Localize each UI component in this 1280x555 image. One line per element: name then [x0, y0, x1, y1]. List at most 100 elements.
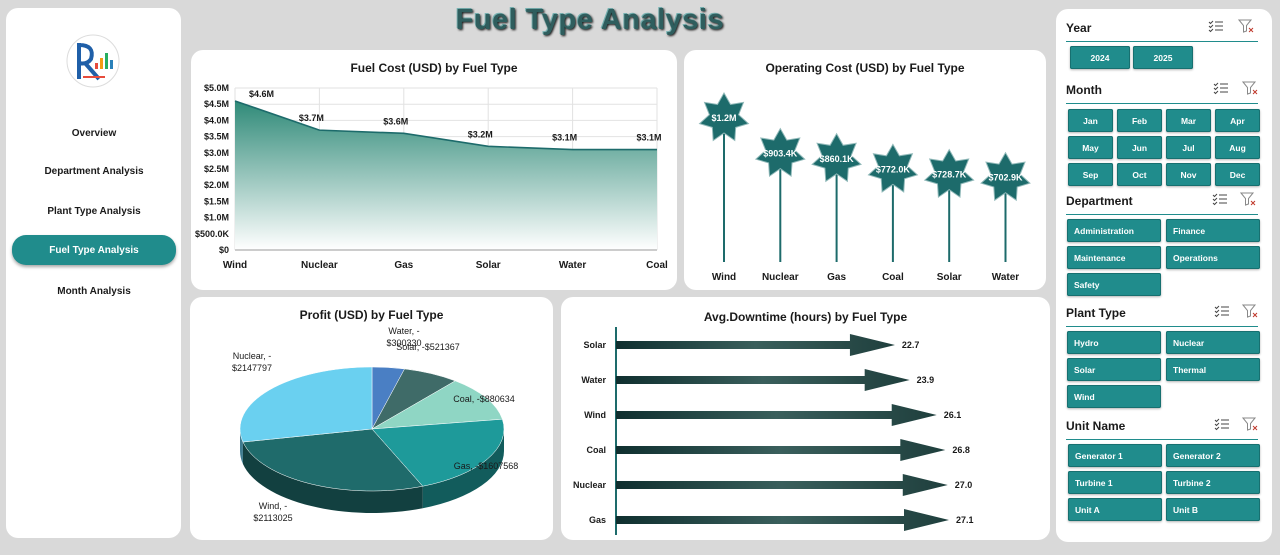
year-option[interactable]: 2025 — [1133, 46, 1193, 69]
slicer-plant-type-header: Plant Type — [1066, 304, 1266, 324]
month-option[interactable]: Nov — [1166, 163, 1211, 186]
area-line — [234, 100, 657, 151]
y-tick-label: Gas — [589, 515, 606, 525]
y-tick-label: $4.5M — [204, 99, 229, 109]
clear-filter-icon[interactable] — [1242, 417, 1258, 431]
data-label: Wind, - — [259, 501, 288, 511]
nav-overview[interactable]: Overview — [71, 127, 117, 139]
month-option[interactable]: May — [1068, 136, 1113, 159]
star-marker — [980, 151, 1031, 202]
month-option[interactable]: Feb — [1117, 109, 1162, 132]
y-tick-label: Water — [581, 375, 606, 385]
department-option[interactable]: Maintenance — [1067, 246, 1161, 269]
unit-name-option[interactable]: Generator 2 — [1166, 444, 1260, 467]
multi-select-icon[interactable] — [1208, 19, 1224, 33]
data-label: Coal, -$880634 — [453, 394, 515, 404]
data-label: 26.8 — [952, 445, 970, 455]
data-label: $4.6M — [249, 89, 274, 99]
nav-department-analysis[interactable]: Department Analysis — [44, 165, 144, 177]
x-tick-label: Nuclear — [762, 272, 799, 283]
month-option[interactable]: Jan — [1068, 109, 1113, 132]
downtime-chart: Avg.Downtime (hours) by Fuel Type 22.7 So… — [561, 297, 1050, 540]
month-option[interactable]: Aug — [1215, 136, 1260, 159]
clear-filter-icon[interactable] — [1242, 304, 1258, 318]
x-tick-label: Solar — [937, 272, 962, 283]
divider — [1066, 326, 1258, 327]
unit-name-option[interactable]: Turbine 2 — [1166, 471, 1260, 494]
star-marker — [867, 143, 919, 193]
x-tick-label: Coal — [646, 260, 668, 271]
data-label: Water, - — [388, 326, 419, 336]
arrow-bar — [616, 369, 910, 391]
page-title: Fuel Type Analysis — [455, 4, 725, 36]
month-option[interactable]: Sep — [1068, 163, 1113, 186]
data-label: $3.1M — [552, 133, 577, 143]
multi-select-icon[interactable] — [1214, 304, 1230, 318]
company-logo — [66, 34, 120, 88]
month-option[interactable]: Jul — [1166, 136, 1211, 159]
star-marker — [811, 132, 862, 183]
plant-type-option[interactable]: Wind — [1067, 385, 1161, 408]
data-label: $3.1M — [636, 133, 661, 143]
data-label: 26.1 — [944, 410, 962, 420]
clear-filter-icon[interactable] — [1240, 192, 1256, 206]
slicer-month-title: Month — [1066, 83, 1102, 97]
department-option[interactable]: Safety — [1067, 273, 1161, 296]
chart-title: Operating Cost (USD) by Fuel Type — [765, 61, 965, 75]
arrow-bar — [616, 474, 948, 496]
month-option[interactable]: Apr — [1215, 109, 1260, 132]
plant-type-option[interactable]: Thermal — [1166, 358, 1260, 381]
clear-filter-icon[interactable] — [1242, 81, 1258, 95]
multi-select-icon[interactable] — [1214, 417, 1230, 431]
unit-name-option[interactable]: Unit A — [1068, 498, 1162, 521]
data-label: Solar, -$521367 — [396, 342, 460, 352]
department-option[interactable]: Operations — [1166, 246, 1260, 269]
pie-slice — [242, 428, 424, 492]
nav-fuel-type-analysis[interactable]: Fuel Type Analysis — [12, 235, 176, 265]
department-option[interactable]: Administration — [1067, 219, 1161, 242]
multi-select-icon[interactable] — [1212, 192, 1228, 206]
data-label: $772.0K — [876, 164, 911, 174]
clear-filter-icon[interactable] — [1238, 19, 1254, 33]
y-tick-label: $500.0K — [195, 229, 230, 239]
plant-type-option[interactable]: Hydro — [1067, 331, 1161, 354]
x-tick-label: Gas — [827, 272, 846, 283]
divider — [1066, 214, 1258, 215]
x-tick-label: Coal — [882, 272, 904, 283]
month-option[interactable]: Mar — [1166, 109, 1211, 132]
data-label: $3.6M — [383, 116, 408, 126]
area-series — [235, 100, 657, 251]
plant-type-option[interactable]: Nuclear — [1166, 331, 1260, 354]
plant-type-option[interactable]: Solar — [1067, 358, 1161, 381]
slicer-unit-name-title: Unit Name — [1066, 419, 1126, 433]
month-option[interactable]: Dec — [1215, 163, 1260, 186]
unit-name-option[interactable]: Turbine 1 — [1068, 471, 1162, 494]
chart-title: Profit (USD) by Fuel Type — [299, 308, 444, 322]
data-label: $860.1K — [820, 154, 855, 164]
y-tick-label: Coal — [586, 445, 606, 455]
unit-name-option[interactable]: Unit B — [1166, 498, 1260, 521]
data-label: $3.2M — [468, 129, 493, 139]
y-tick-label: $0 — [219, 245, 229, 255]
nav-month-analysis[interactable]: Month Analysis — [57, 285, 131, 297]
x-tick-label: Water — [992, 272, 1020, 283]
y-tick-label: Wind — [584, 410, 606, 420]
x-tick-label: Gas — [394, 260, 413, 271]
data-label: 27.1 — [956, 515, 974, 525]
slicer-department-title: Department — [1066, 194, 1133, 208]
y-tick-label: $1.5M — [204, 196, 229, 206]
slicer-unit-name-header: Unit Name — [1066, 417, 1266, 437]
month-option[interactable]: Jun — [1117, 136, 1162, 159]
multi-select-icon[interactable] — [1213, 81, 1229, 95]
unit-name-option[interactable]: Generator 1 — [1068, 444, 1162, 467]
pie-slice — [371, 380, 503, 430]
y-tick-label: $2.5M — [204, 164, 229, 174]
nav-plant-type-analysis[interactable]: Plant Type Analysis — [47, 205, 141, 217]
month-option[interactable]: Oct — [1117, 163, 1162, 186]
y-tick-label: $3.0M — [204, 148, 229, 158]
x-tick-label: Nuclear — [301, 260, 338, 271]
year-option[interactable]: 2024 — [1070, 46, 1130, 69]
data-label: $3.7M — [299, 113, 324, 123]
department-option[interactable]: Finance — [1166, 219, 1260, 242]
pie-slice-side — [240, 429, 243, 465]
